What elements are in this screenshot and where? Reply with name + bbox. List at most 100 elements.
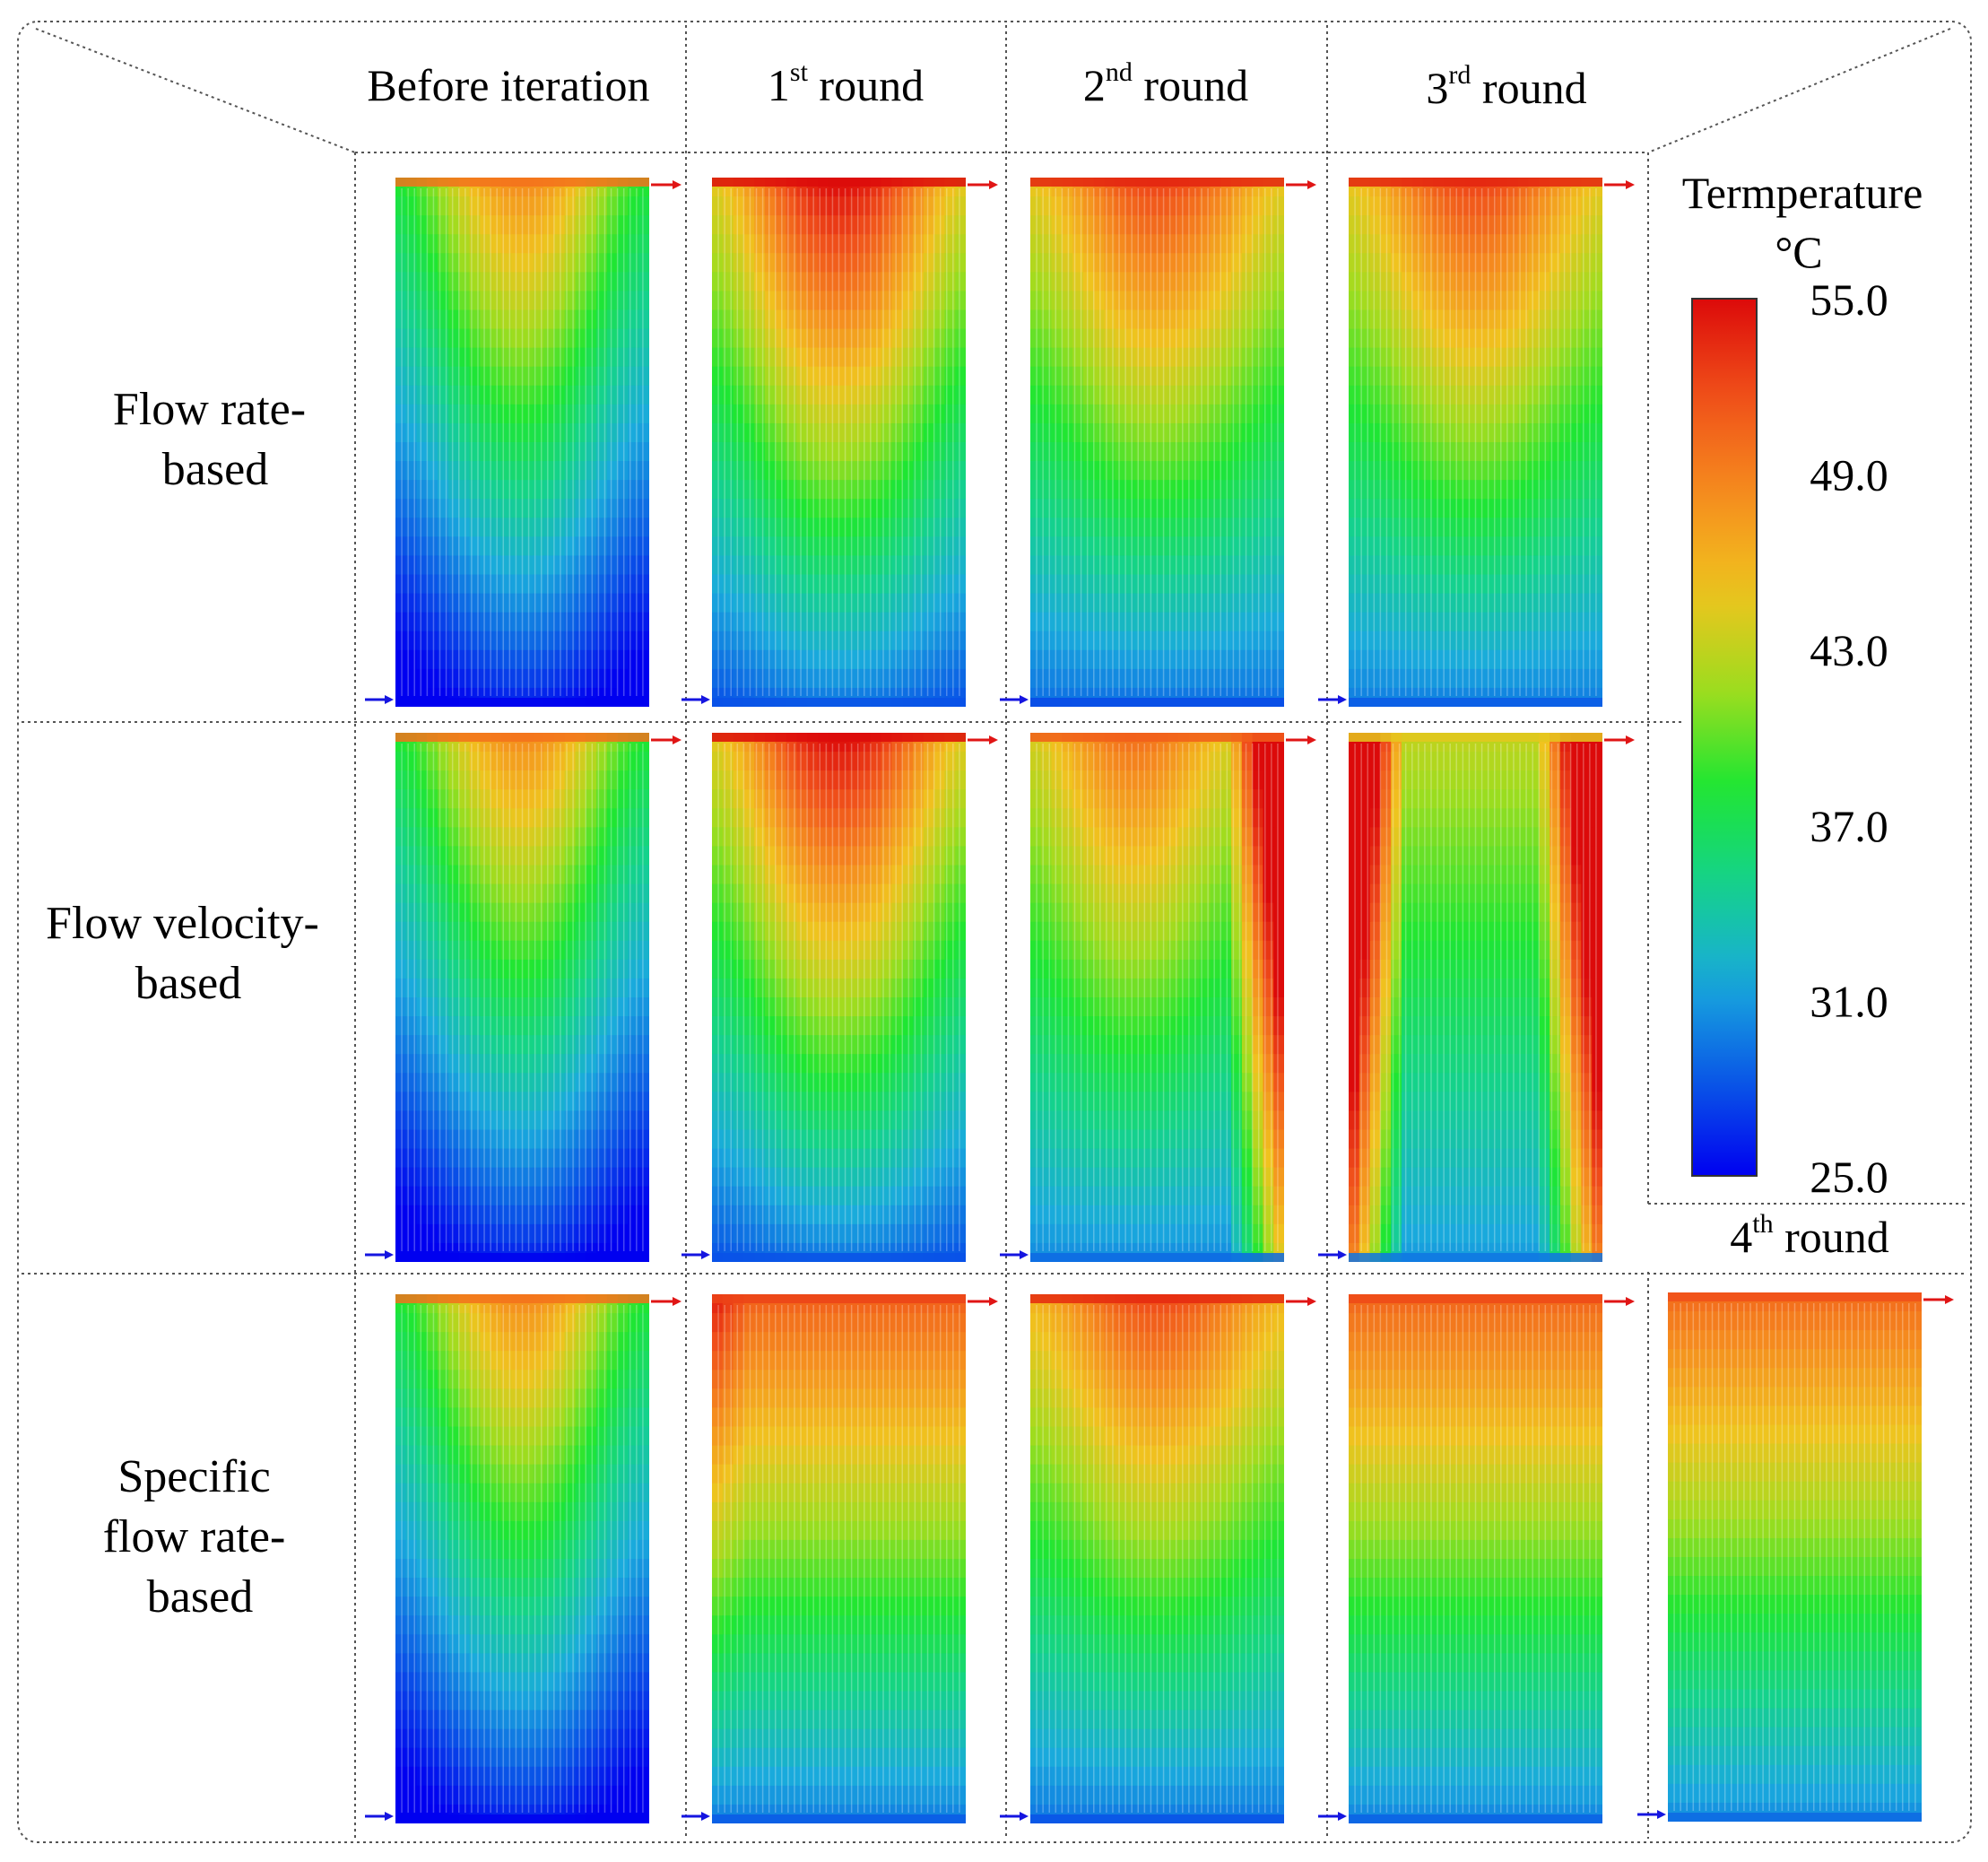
heatmap-cell — [733, 770, 745, 791]
heatmap-cell — [447, 1110, 460, 1131]
heatmap-cell — [1072, 1110, 1084, 1131]
heatmap-cell — [1231, 253, 1243, 274]
heatmap-cell — [1570, 347, 1583, 368]
heatmap-cell — [923, 612, 935, 632]
heatmap-cell — [1199, 631, 1211, 651]
heatmap-cell — [543, 555, 555, 576]
heatmap-cell — [490, 631, 502, 651]
heatmap-cell — [870, 1092, 882, 1112]
heatmap-cell — [543, 1092, 555, 1112]
heatmap-cell — [1210, 253, 1222, 274]
heatmap-cell — [828, 668, 840, 689]
heatmap-cell — [617, 978, 629, 998]
heatmap-cell — [786, 555, 798, 576]
heatmap-cell — [575, 883, 587, 904]
heatmap-cell — [1062, 442, 1073, 462]
heatmap-cell — [733, 1054, 745, 1075]
heatmap-cell — [1273, 555, 1284, 576]
heatmap-cell — [796, 555, 808, 576]
heatmap-cell — [596, 1167, 608, 1188]
heatmap-cell — [533, 309, 544, 330]
heatmap-cell — [575, 442, 587, 462]
heatmap-cell — [1220, 808, 1232, 829]
heatmap-cell — [1241, 1092, 1254, 1112]
heatmap-cell — [1220, 536, 1232, 557]
heatmap-cell — [849, 612, 861, 632]
heatmap-cell — [1411, 196, 1424, 216]
heatmap-cell — [1062, 1223, 1073, 1244]
heatmap-cell — [1210, 1092, 1222, 1112]
heatmap-cell — [469, 404, 482, 424]
heatmap-cell — [638, 1073, 649, 1093]
heatmap-cell — [764, 328, 777, 349]
outlet-manifold — [712, 733, 966, 742]
heatmap-cell — [870, 997, 882, 1017]
heatmap-cell — [511, 612, 524, 632]
heatmap-cell — [828, 921, 840, 942]
heatmap-cell — [1454, 593, 1466, 613]
heatmap-cell — [870, 461, 882, 481]
heatmap-cell — [427, 1073, 438, 1093]
heatmap-cell — [733, 1223, 745, 1244]
heatmap-cell — [933, 997, 946, 1017]
heatmap-cell — [1168, 422, 1179, 443]
heatmap-cell — [438, 272, 449, 292]
heatmap-cell — [743, 385, 755, 405]
heatmap-cell — [1135, 631, 1148, 651]
heatmap-cell — [1146, 215, 1159, 236]
heatmap-cell — [807, 366, 819, 387]
heatmap-cell — [1444, 272, 1455, 292]
heatmap-cell — [480, 1186, 491, 1206]
heatmap-cell — [1199, 518, 1211, 538]
heatmap-cell — [469, 385, 482, 405]
heatmap-cell — [860, 1129, 872, 1150]
heatmap-cell — [638, 291, 649, 311]
heatmap-cell — [743, 291, 755, 311]
heatmap-cell — [1199, 347, 1211, 368]
heatmap-cell — [1188, 827, 1201, 848]
heatmap-cell — [1444, 518, 1455, 538]
heatmap-cell — [828, 865, 840, 885]
heatmap-cell — [796, 808, 808, 829]
heatmap-cell — [586, 668, 597, 689]
row-label-flow-velocity: Flow velocity- based — [46, 898, 331, 1009]
heatmap-cell — [1475, 272, 1488, 292]
heatmap-cell — [913, 789, 925, 810]
heatmap-cell — [933, 499, 946, 519]
heatmap-cell — [490, 865, 502, 885]
heatmap-cell — [1115, 291, 1126, 311]
heatmap-cell — [1157, 827, 1169, 848]
heatmap-cell — [395, 846, 407, 866]
heatmap-cell — [628, 385, 640, 405]
heatmap-cell — [923, 649, 935, 670]
heatmap-cell — [596, 518, 608, 538]
heatmap-cell — [1188, 808, 1201, 829]
heatmap-cell — [1062, 902, 1073, 923]
heatmap-cell — [775, 846, 787, 866]
heatmap-cell — [1391, 480, 1402, 500]
heatmap-cell — [416, 1129, 429, 1150]
heatmap-cell — [1051, 536, 1063, 557]
heatmap-cell — [1210, 1186, 1222, 1206]
heatmap-cell — [1444, 234, 1455, 255]
heatmap-cell — [1093, 827, 1106, 848]
heatmap-cell — [1104, 328, 1116, 349]
heatmap-cell — [438, 574, 449, 595]
heatmap-cell — [1030, 978, 1042, 998]
heatmap-cell — [1199, 1016, 1211, 1036]
heatmap-cell — [617, 253, 629, 274]
heatmap-cell — [1040, 1110, 1053, 1131]
heatmap-cell — [712, 827, 724, 848]
heatmap-cell — [891, 752, 904, 771]
heatmap-cell — [1539, 499, 1550, 519]
heatmap-cell — [722, 253, 734, 274]
heatmap-cell — [1506, 422, 1519, 443]
heatmap-cell — [1104, 752, 1116, 771]
heatmap-cell — [1581, 499, 1593, 519]
heatmap-cell — [1115, 997, 1126, 1017]
heatmap-cell — [617, 555, 629, 576]
heatmap-cell — [944, 1092, 957, 1112]
heatmap-cell — [1072, 480, 1084, 500]
heatmap-cell — [1135, 997, 1148, 1017]
heatmap-cell — [722, 752, 734, 771]
